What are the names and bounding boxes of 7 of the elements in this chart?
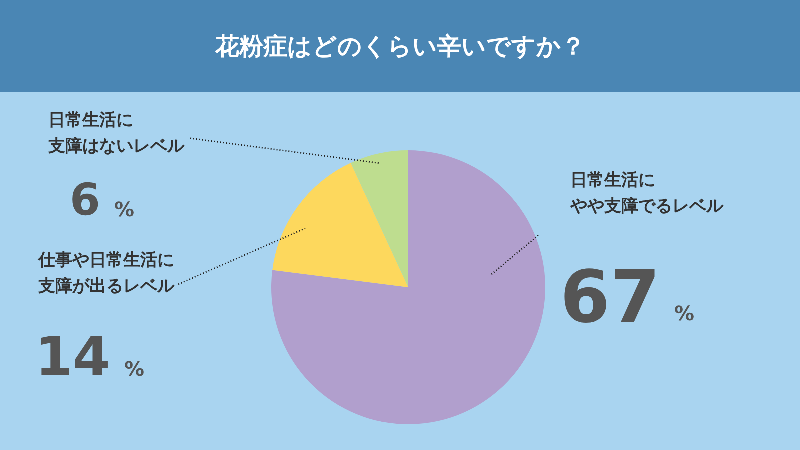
slice-label: 日常生活にやや支障でるレベル	[570, 170, 724, 216]
chart-title: 花粉症はどのくらい辛いですか？	[214, 32, 586, 60]
slice-label: 仕事や日常生活に支障が出るレベル	[38, 250, 176, 296]
data-label: 14 %	[35, 326, 145, 388]
slice-label: 日常生活に支障はないレベル	[48, 110, 186, 156]
data-label: 67 %	[560, 255, 695, 339]
data-label: 6 %	[70, 175, 135, 226]
